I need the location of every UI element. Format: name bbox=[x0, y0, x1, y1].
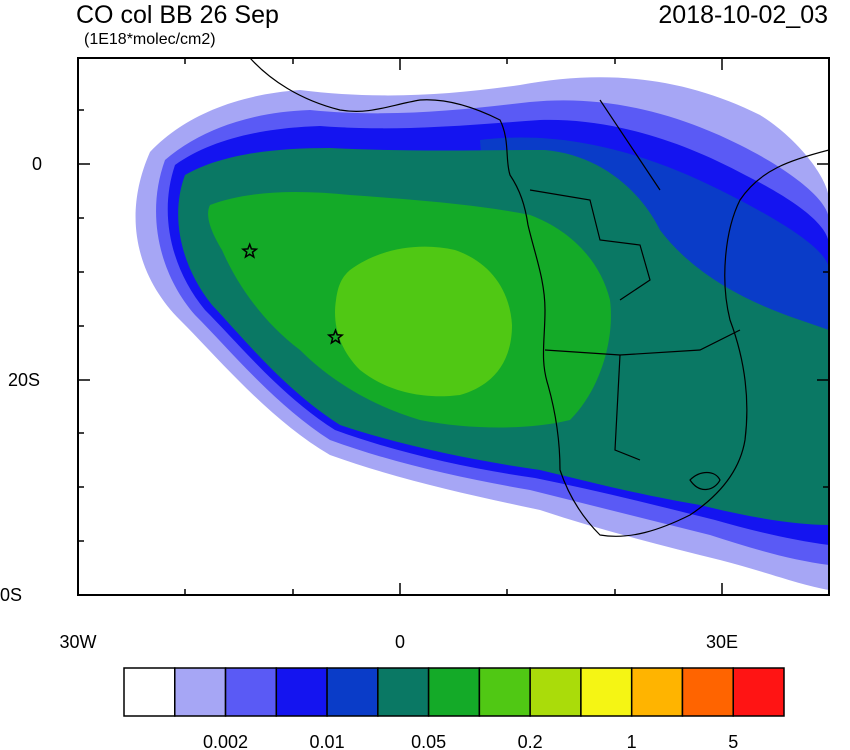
colorbar-swatch bbox=[427, 667, 481, 717]
colorbar-label: 0.01 bbox=[310, 732, 345, 750]
units-label: (1E18*molec/cm2) bbox=[84, 31, 216, 48]
colorbar-swatch bbox=[630, 667, 684, 717]
colorbar-swatch bbox=[732, 667, 785, 717]
x-tick-label: 30W bbox=[59, 632, 96, 652]
colorbar-swatch bbox=[529, 667, 582, 717]
colorbar-label: 0.002 bbox=[203, 732, 248, 750]
colorbar-swatch bbox=[326, 667, 379, 717]
colorbar-swatch bbox=[478, 667, 531, 717]
colorbar-label: 1 bbox=[627, 732, 637, 750]
coastline-layer bbox=[249, 58, 829, 537]
x-tick-label: 30E bbox=[706, 632, 738, 652]
y-tick-label: 20S bbox=[8, 370, 40, 390]
colorbar: 0.002 0.01 0.05 0.2 1 5 bbox=[123, 667, 785, 750]
y-tick-label: 0 bbox=[32, 154, 42, 174]
colorbar-swatch bbox=[224, 667, 278, 717]
colorbar-swatch bbox=[275, 667, 328, 717]
star-marker-2 bbox=[326, 328, 345, 345]
timestamp-label: 2018-10-02_03 bbox=[658, 1, 828, 29]
colorbar-swatch bbox=[580, 667, 633, 717]
colorbar-label: 0.2 bbox=[518, 732, 543, 750]
x-tick-label: 0 bbox=[395, 632, 405, 652]
colorbar-label: 5 bbox=[728, 732, 738, 750]
tick-marks bbox=[77, 58, 829, 596]
co-column-field bbox=[135, 77, 829, 590]
colorbar-label: 0.05 bbox=[411, 732, 446, 750]
colorbar-swatch bbox=[681, 667, 734, 717]
star-markers bbox=[240, 242, 345, 345]
colorbar-swatch bbox=[174, 667, 227, 717]
map-title: CO col BB 26 Sep bbox=[76, 1, 279, 29]
colorbar-swatch bbox=[377, 667, 430, 717]
colorbar-swatch bbox=[123, 667, 176, 717]
star-marker-1 bbox=[240, 242, 259, 259]
y-tick-label: 40S bbox=[0, 585, 22, 605]
